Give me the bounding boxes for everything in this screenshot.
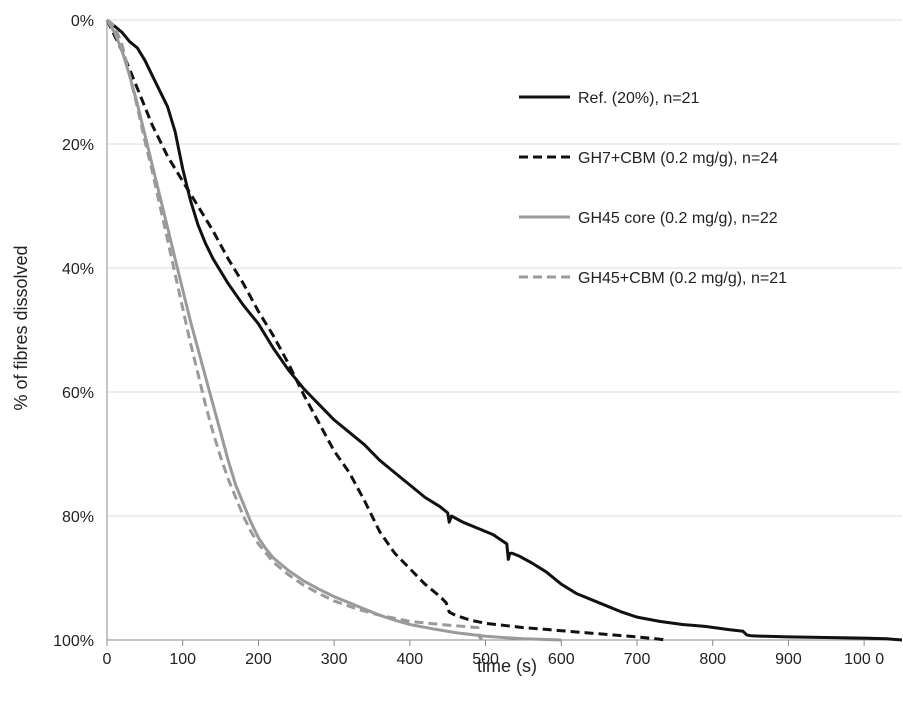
series-lines	[105, 18, 903, 642]
x-tick-label: 900	[775, 651, 802, 668]
legend-label-3: GH45 core (0.2 mg/g), n=22	[578, 210, 778, 227]
x-tick-label: 600	[548, 651, 575, 668]
y-tick-label: 100%	[53, 633, 94, 650]
x-tick-label: 300	[321, 651, 348, 668]
legend-label-1: Ref. (20%), n=21	[578, 90, 700, 107]
x-tick-label: 700	[624, 651, 651, 668]
series-line-2	[105, 19, 668, 642]
series-line-1	[106, 18, 903, 642]
y-tick-label: 40%	[62, 261, 94, 278]
y-tick-label: 0%	[71, 13, 94, 30]
y-axis-title: % of fibres dissolved	[11, 245, 31, 410]
series-line-4	[106, 18, 484, 641]
y-tick-label: 60%	[62, 385, 94, 402]
series-line-3	[105, 19, 562, 642]
x-tick-label: 200	[245, 651, 272, 668]
legend-label-2: GH7+CBM (0.2 mg/g), n=24	[578, 150, 778, 167]
x-axis-ticks: 0 100 200 300 400 500 600 700 800 900 100 0	[103, 640, 884, 668]
y-tick-label: 80%	[62, 509, 94, 526]
gridlines	[107, 19, 902, 517]
legend-label-4: GH45+CBM (0.2 mg/g), n=21	[578, 270, 787, 287]
legend: Ref. (20%), n=21 GH7+CBM (0.2 mg/g), n=24…	[519, 90, 787, 287]
x-tick-label: 0	[103, 651, 112, 668]
x-tick-label: 500	[472, 651, 499, 668]
x-tick-label: 400	[397, 651, 424, 668]
y-tick-label: 20%	[62, 137, 94, 154]
x-axis-title: time (s)	[477, 656, 537, 676]
x-tick-label: 100 0	[844, 651, 884, 668]
axes	[106, 20, 902, 641]
x-tick-label: 800	[699, 651, 726, 668]
y-axis-ticks: 0% 20% 40% 60% 80% 100%	[53, 13, 94, 650]
x-tick-label: 100	[169, 651, 196, 668]
